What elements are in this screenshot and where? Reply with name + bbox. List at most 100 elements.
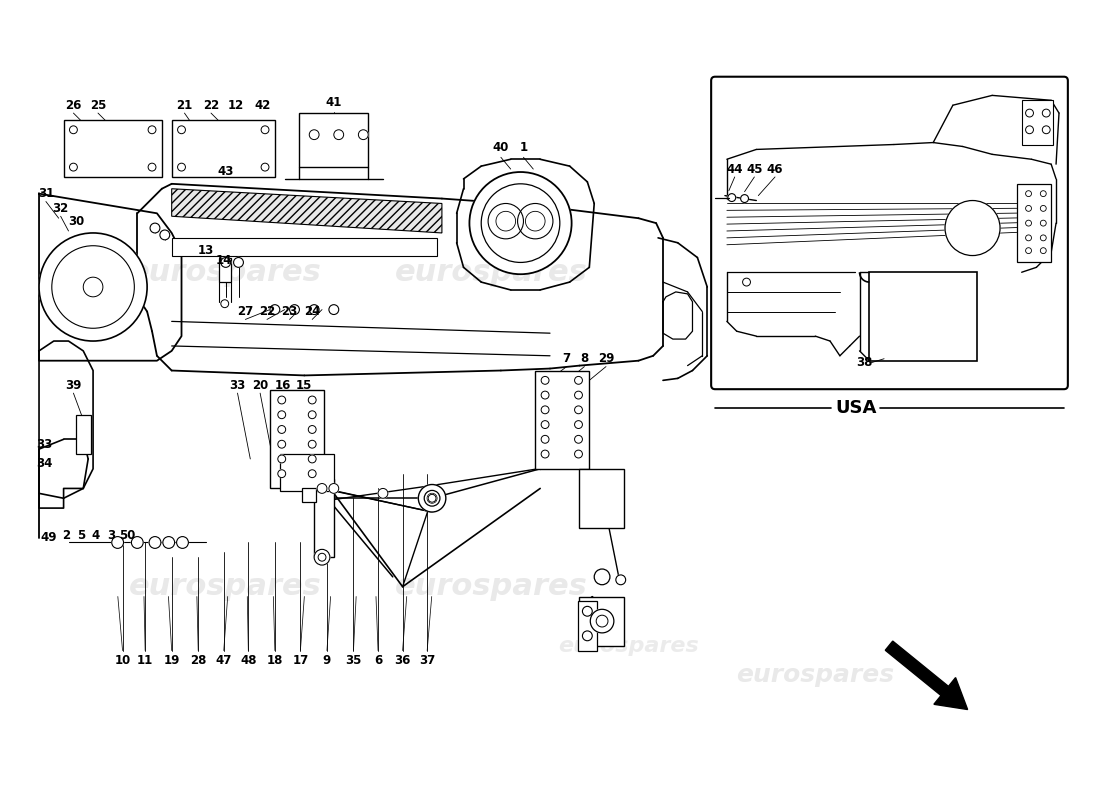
Circle shape: [163, 537, 175, 548]
Circle shape: [591, 610, 614, 633]
Circle shape: [333, 130, 343, 140]
Circle shape: [69, 163, 77, 171]
Circle shape: [574, 421, 582, 429]
Circle shape: [428, 494, 436, 502]
Circle shape: [52, 246, 134, 328]
Circle shape: [1025, 206, 1032, 211]
Circle shape: [1025, 220, 1032, 226]
Circle shape: [481, 184, 560, 262]
Text: 33: 33: [36, 438, 52, 450]
Text: eurospares: eurospares: [130, 258, 322, 286]
Circle shape: [1025, 190, 1032, 197]
Circle shape: [278, 455, 286, 463]
Circle shape: [308, 470, 316, 478]
Text: 36: 36: [395, 654, 410, 667]
Circle shape: [1041, 235, 1046, 241]
Text: 30: 30: [68, 214, 85, 228]
Text: 18: 18: [266, 654, 283, 667]
Text: 11: 11: [138, 654, 153, 667]
Circle shape: [112, 537, 123, 548]
Text: 22: 22: [258, 305, 275, 318]
FancyArrow shape: [886, 641, 968, 710]
Text: 4: 4: [92, 529, 100, 542]
Text: 44: 44: [726, 162, 742, 175]
Circle shape: [270, 305, 279, 314]
Text: 14: 14: [216, 254, 232, 267]
Text: 38: 38: [856, 356, 872, 369]
Bar: [172, 238, 437, 255]
Circle shape: [148, 163, 156, 171]
Circle shape: [278, 411, 286, 418]
Bar: [76, 414, 91, 454]
Circle shape: [1041, 206, 1046, 211]
Bar: [580, 469, 624, 528]
Circle shape: [541, 391, 549, 399]
Circle shape: [221, 300, 229, 308]
Circle shape: [308, 396, 316, 404]
Text: 27: 27: [238, 305, 253, 318]
Circle shape: [1041, 190, 1046, 197]
Circle shape: [742, 278, 750, 286]
Circle shape: [518, 203, 553, 239]
Bar: [315, 478, 333, 558]
Circle shape: [427, 494, 437, 503]
Circle shape: [359, 130, 369, 140]
Text: 34: 34: [36, 458, 52, 470]
Circle shape: [309, 305, 319, 314]
Circle shape: [289, 305, 299, 314]
Text: 41: 41: [326, 96, 342, 109]
Text: eurospares: eurospares: [130, 572, 322, 602]
Circle shape: [278, 396, 286, 404]
Circle shape: [425, 490, 440, 506]
Bar: [536, 370, 590, 469]
Text: 3: 3: [107, 529, 114, 542]
Text: 48: 48: [240, 654, 256, 667]
Bar: [172, 120, 275, 177]
Circle shape: [84, 277, 103, 297]
Bar: [869, 272, 978, 361]
Text: 32: 32: [53, 202, 69, 215]
Circle shape: [160, 230, 169, 240]
Circle shape: [526, 211, 546, 231]
Circle shape: [39, 233, 147, 341]
Text: 15: 15: [296, 378, 312, 392]
Text: 26: 26: [65, 98, 81, 112]
Circle shape: [1025, 109, 1034, 117]
Circle shape: [496, 211, 516, 231]
Text: eurospares: eurospares: [395, 258, 587, 286]
Text: 16: 16: [275, 378, 290, 392]
Circle shape: [1041, 248, 1046, 254]
Text: 33: 33: [230, 378, 245, 392]
Text: 46: 46: [767, 162, 783, 175]
Circle shape: [317, 483, 327, 494]
Circle shape: [148, 126, 156, 134]
Text: 5: 5: [77, 529, 86, 542]
Circle shape: [309, 130, 319, 140]
Circle shape: [582, 606, 592, 616]
Circle shape: [378, 489, 388, 498]
Bar: [580, 597, 624, 646]
Circle shape: [1025, 235, 1032, 241]
Text: 31: 31: [37, 187, 54, 200]
Circle shape: [582, 631, 592, 641]
Circle shape: [315, 550, 330, 565]
Bar: [219, 258, 231, 282]
Circle shape: [594, 569, 609, 585]
Text: 29: 29: [597, 352, 614, 366]
Text: 23: 23: [282, 305, 298, 318]
Circle shape: [541, 421, 549, 429]
Text: eurospares: eurospares: [736, 663, 894, 687]
Circle shape: [1043, 126, 1050, 134]
FancyBboxPatch shape: [712, 77, 1068, 389]
Text: 19: 19: [164, 654, 180, 667]
Circle shape: [233, 258, 243, 267]
Circle shape: [221, 258, 231, 267]
Bar: [270, 390, 324, 489]
Circle shape: [278, 470, 286, 478]
Text: 2: 2: [63, 529, 70, 542]
Circle shape: [574, 377, 582, 384]
Text: 50: 50: [119, 529, 135, 542]
Text: 21: 21: [176, 98, 192, 112]
Circle shape: [418, 485, 446, 512]
Bar: [1022, 100, 1053, 145]
